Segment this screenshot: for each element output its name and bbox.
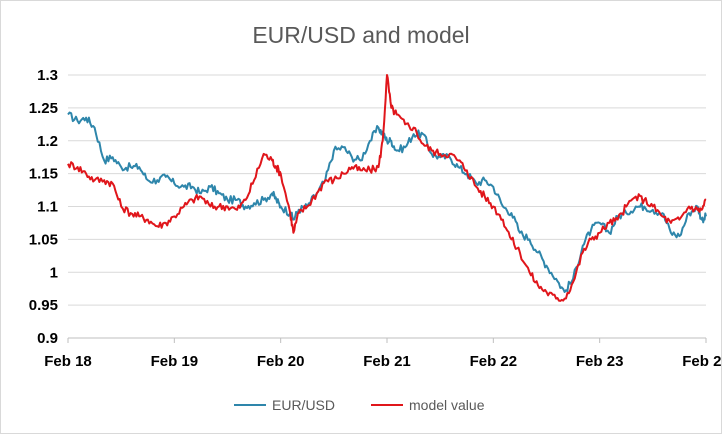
- x-tick-label: Feb 22: [470, 353, 518, 370]
- x-tick-label: Feb 23: [576, 353, 624, 370]
- y-tick-label: 0.95: [29, 297, 58, 314]
- series-line-1: [67, 74, 707, 302]
- x-tick-label: Feb 20: [257, 353, 305, 370]
- y-tick-label: 1.05: [29, 231, 58, 248]
- y-tick-label: 0.9: [37, 330, 58, 347]
- legend: EUR/USD model value: [234, 397, 485, 413]
- series-line-0: [67, 111, 707, 293]
- y-tick-label: 1: [50, 264, 58, 281]
- y-tick-label: 1.15: [29, 166, 58, 183]
- x-tick-label: Feb 24: [682, 353, 721, 370]
- legend-label: model value: [409, 397, 485, 413]
- y-tick-label: 1.1: [37, 199, 58, 216]
- grid-layer: [68, 74, 706, 339]
- x-tick-label: Feb 21: [363, 353, 411, 370]
- y-tick-label: 1.2: [37, 133, 58, 150]
- x-tick-label: Feb 18: [44, 353, 92, 370]
- y-tick-label: 1.25: [29, 100, 58, 117]
- legend-label: EUR/USD: [272, 397, 335, 413]
- axis-layer: 1.3 1.25 1.2 1.15 1.1 1.05 1 0.95 0.9 Feb 18 Feb 1…: [29, 67, 721, 370]
- chart-title: EUR/USD and model: [252, 22, 469, 48]
- y-tick-label: 1.3: [37, 67, 58, 84]
- x-tick-label: Feb 19: [151, 353, 199, 370]
- series-layer: [67, 74, 707, 302]
